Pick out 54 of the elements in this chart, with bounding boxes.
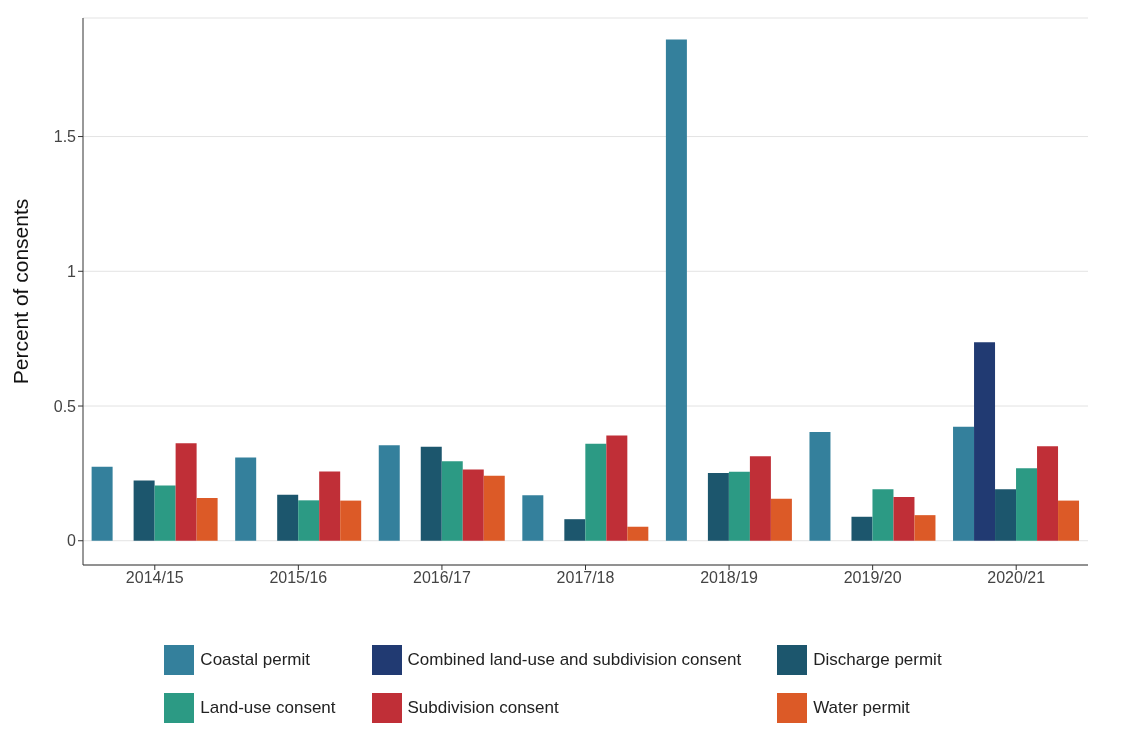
bar [953,426,975,541]
y-tick-label: 1 [67,262,77,280]
bar [1058,500,1080,541]
y-axis-title: Percent of consents [9,198,33,385]
bar [441,461,463,541]
x-tick-label: 2019/20 [843,569,902,587]
y-tick-label: 1.5 [53,128,77,146]
bar [522,495,544,541]
bar [995,489,1017,541]
bar [196,497,218,541]
bar [298,500,320,541]
bar [1016,468,1038,541]
x-tick-label: 2016/17 [413,569,471,587]
bar [872,489,894,541]
bar [340,500,362,541]
bar [809,431,831,541]
y-tick-label: 0 [67,532,77,550]
bar [420,446,442,541]
bar [627,526,649,541]
x-tick-label: 2014/15 [125,569,184,587]
bar [564,519,586,541]
bar [770,498,792,541]
bar [483,475,505,541]
bar [606,435,628,541]
x-tick-label: 2020/21 [987,569,1046,587]
bar [893,497,915,541]
bar [133,480,155,541]
bar [585,443,607,541]
bar [175,443,197,541]
bar [914,515,936,541]
bar [665,39,687,541]
bar [91,466,113,541]
x-tick-label: 2017/18 [556,569,615,587]
bar [277,494,299,541]
y-tick-label: 0.5 [53,397,77,415]
x-tick-label: 2018/19 [700,569,759,587]
bar [319,471,341,541]
legend-label: Land-use consent [200,698,336,717]
bar [974,342,996,541]
legend-label: Coastal permit [200,650,310,669]
bar [378,445,400,541]
legend-label: Subdivision consent [407,698,559,717]
bar [154,485,176,541]
bar [462,469,484,541]
bar [749,456,771,541]
legend-label: Discharge permit [813,650,942,669]
bar [235,457,257,541]
bar [1037,446,1059,541]
legend-label: Water permit [813,698,910,717]
legend-label: Combined land-use and subdivision consent [407,650,742,669]
bar [707,473,729,541]
x-tick-label: 2015/16 [269,569,328,587]
bar [851,516,873,541]
bar [728,471,750,541]
